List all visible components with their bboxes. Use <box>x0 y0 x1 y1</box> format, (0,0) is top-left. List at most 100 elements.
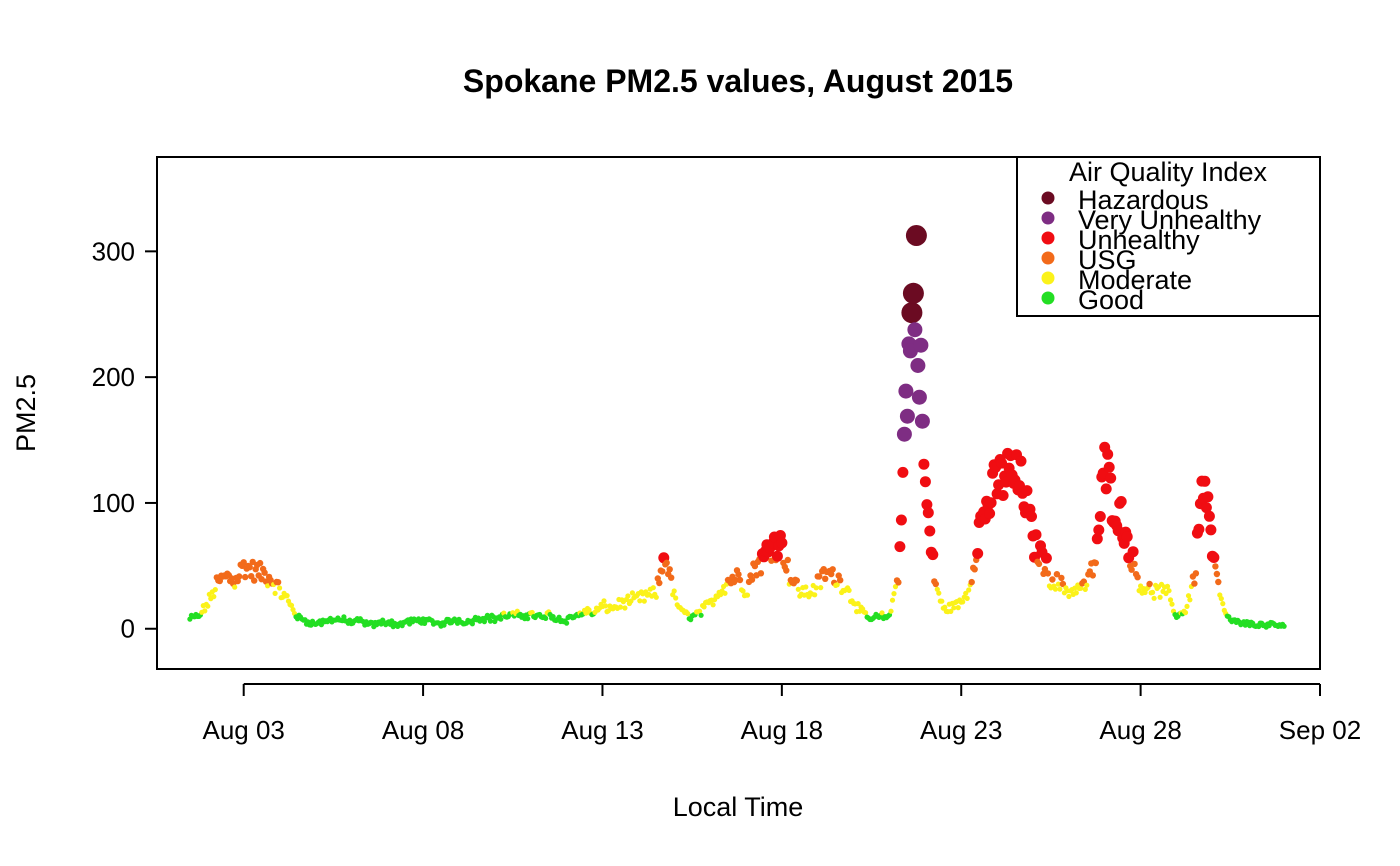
data-point <box>668 574 675 581</box>
data-point <box>942 604 948 610</box>
x-tick-label: Aug 18 <box>741 715 823 745</box>
data-point <box>1182 610 1189 616</box>
data-point <box>846 587 852 594</box>
data-point <box>637 598 643 604</box>
data-point <box>828 570 835 578</box>
y-tick-label: 300 <box>92 236 135 266</box>
legend-label: Very Unhealthy <box>1078 205 1262 235</box>
data-point <box>653 594 659 600</box>
data-point <box>895 579 902 586</box>
data-point <box>1103 461 1115 473</box>
data-point <box>341 614 347 620</box>
legend-label: USG <box>1078 245 1137 275</box>
data-point <box>919 476 931 488</box>
legend-swatch <box>1041 211 1055 225</box>
data-point <box>216 577 223 585</box>
data-point <box>284 593 290 599</box>
data-point <box>1044 570 1052 577</box>
data-point <box>1091 533 1103 545</box>
data-point <box>888 608 894 614</box>
data-point <box>671 588 677 594</box>
data-point <box>1185 593 1192 599</box>
data-point <box>1191 580 1198 587</box>
x-tick-label: Aug 03 <box>202 715 284 745</box>
data-point <box>249 558 256 566</box>
data-point <box>829 566 836 573</box>
data-point <box>1131 560 1138 568</box>
data-point <box>1167 597 1174 603</box>
data-point <box>1021 485 1033 497</box>
y-axis: 0 100 200 300 <box>92 236 158 644</box>
data-point <box>902 282 924 304</box>
data-point <box>732 576 739 584</box>
data-point <box>1215 578 1222 586</box>
chart-title: Spokane PM2.5 values, August 2015 <box>463 63 1013 99</box>
data-point <box>697 608 703 614</box>
data-point <box>685 611 691 617</box>
data-point <box>1078 585 1084 591</box>
data-point <box>1092 559 1100 567</box>
data-point <box>628 598 634 604</box>
data-point <box>1205 524 1217 536</box>
data-point <box>793 577 800 584</box>
data-point <box>698 612 704 618</box>
data-point <box>757 570 765 577</box>
data-point <box>924 525 936 537</box>
data-point <box>290 607 296 613</box>
data-point <box>659 568 666 575</box>
data-point <box>1184 603 1190 610</box>
x-axis-label: Local Time <box>673 792 804 822</box>
data-point <box>863 610 869 616</box>
data-point <box>905 225 927 246</box>
data-point <box>1015 455 1027 467</box>
data-point <box>701 604 707 610</box>
data-point <box>1105 472 1117 484</box>
data-point <box>650 585 656 591</box>
data-point <box>1128 566 1135 573</box>
data-point <box>783 567 790 574</box>
data-point <box>997 490 1009 501</box>
data-point <box>837 577 844 584</box>
legend-label: Hazardous <box>1078 185 1209 215</box>
data-point <box>529 609 535 616</box>
data-point <box>288 602 295 609</box>
data-point <box>963 590 969 596</box>
data-point <box>1212 563 1219 570</box>
data-point <box>629 590 636 596</box>
data-point <box>1169 601 1175 607</box>
data-point <box>277 585 283 591</box>
data-point <box>1102 448 1114 460</box>
data-point <box>795 586 801 592</box>
data-point <box>1187 597 1193 603</box>
y-tick-label: 100 <box>92 488 135 518</box>
legend-label: Moderate <box>1078 265 1192 295</box>
data-point <box>1089 572 1097 579</box>
data-point <box>212 587 218 593</box>
data-point <box>1218 596 1224 602</box>
data-point <box>1192 570 1200 577</box>
data-point <box>939 598 945 604</box>
data-point <box>921 499 933 511</box>
data-point <box>617 604 624 610</box>
data-point <box>1026 511 1037 522</box>
data-point <box>232 584 238 590</box>
x-tick-label: Aug 13 <box>561 715 643 745</box>
legend-swatch <box>1041 191 1055 205</box>
data-point <box>972 548 984 559</box>
data-point <box>240 559 247 566</box>
legend-label: Good <box>1078 285 1144 315</box>
data-point <box>812 592 818 598</box>
data-point <box>889 597 896 603</box>
data-point <box>236 573 243 580</box>
data-point <box>722 590 728 596</box>
data-point <box>1208 552 1220 563</box>
data-point <box>955 605 961 611</box>
data-point <box>543 615 549 622</box>
data-point <box>710 602 716 608</box>
data-point <box>1121 531 1133 543</box>
data-point <box>1040 552 1052 564</box>
data-point <box>1203 510 1215 522</box>
data-point <box>1053 571 1061 578</box>
data-point <box>1127 546 1139 558</box>
